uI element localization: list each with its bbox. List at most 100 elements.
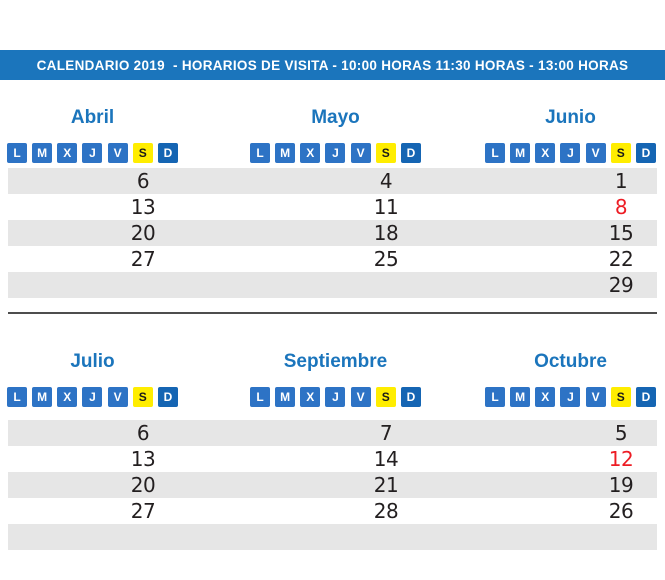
day-tile-thursday: J [325, 387, 346, 407]
calendar-section-bottom: Julio L M X J V S D Septiembre L M X J V… [0, 350, 665, 556]
day-tile-thursday: J [82, 143, 103, 163]
calendar-row: 29 [8, 272, 657, 298]
date-cell: 19 [608, 473, 634, 497]
date-cell: 7 [379, 421, 393, 445]
date-cell: 26 [608, 499, 634, 523]
day-tile-sunday: D [400, 143, 421, 163]
day-tile-tuesday: M [510, 387, 531, 407]
day-tile-thursday: J [560, 143, 581, 163]
day-tile-saturday: S [610, 387, 631, 407]
day-tile-sunday: D [400, 387, 421, 407]
day-tile-sunday: D [635, 387, 656, 407]
dates-grid-bottom: 6 7 5 13 14 12 20 21 19 27 28 26 [8, 420, 657, 550]
date-cell: 5 [614, 421, 628, 445]
date-cell: 6 [136, 421, 150, 445]
day-tile-wednesday: X [57, 387, 78, 407]
day-tile-friday: V [107, 143, 128, 163]
month-title-julio: Julio [70, 351, 115, 372]
day-tile-thursday: J [560, 387, 581, 407]
day-tile-monday: L [485, 387, 505, 407]
month-mayo: Mayo L M X J V S D [250, 106, 421, 163]
day-tile-sunday: D [157, 387, 178, 407]
calendar-row [8, 524, 657, 550]
date-cell: 13 [130, 195, 156, 219]
date-cell: 28 [373, 499, 399, 523]
day-tile-saturday: S [132, 143, 153, 163]
day-tile-sunday: D [635, 143, 656, 163]
month-octubre: Octubre L M X J V S D [485, 350, 656, 407]
day-tile-saturday: S [375, 387, 396, 407]
month-julio: Julio L M X J V S D [7, 350, 178, 407]
day-tile-wednesday: X [535, 387, 556, 407]
date-cell: 12 [608, 447, 634, 471]
date-cell: 27 [130, 499, 156, 523]
date-cell: 6 [136, 169, 150, 193]
day-tile-monday: L [7, 387, 27, 407]
date-cell: 14 [373, 447, 399, 471]
date-cell: 20 [130, 221, 156, 245]
day-tile-tuesday: M [275, 143, 296, 163]
date-cell: 27 [130, 247, 156, 271]
day-tile-tuesday: M [275, 387, 296, 407]
day-header-row-mayo: L M X J V S D [250, 143, 421, 163]
month-abril: Abril L M X J V S D [7, 106, 178, 163]
day-tile-wednesday: X [300, 143, 321, 163]
month-title-abril: Abril [70, 107, 115, 128]
day-tile-wednesday: X [300, 387, 321, 407]
day-tile-friday: V [350, 387, 371, 407]
calendar-row: 27 28 26 [8, 498, 657, 524]
date-cell: 20 [130, 473, 156, 497]
calendar-row: 13 14 12 [8, 446, 657, 472]
day-header-row-abril: L M X J V S D [7, 143, 178, 163]
date-cell: 22 [608, 247, 634, 271]
day-tile-tuesday: M [510, 143, 531, 163]
date-cell: 15 [608, 221, 634, 245]
day-tile-tuesday: M [32, 143, 53, 163]
month-septiembre: Septiembre L M X J V S D [250, 350, 421, 407]
calendar-row: 6 7 5 [8, 420, 657, 446]
banner-title-bar: CALENDARIO 2019 - HORARIOS DE VISITA - 1… [0, 50, 665, 80]
month-title-octubre: Octubre [534, 351, 607, 372]
day-tile-tuesday: M [32, 387, 53, 407]
calendar-section-top: Abril L M X J V S D Mayo L M X J V S D J… [0, 106, 665, 306]
day-tile-wednesday: X [535, 143, 556, 163]
month-junio: Junio L M X J V S D [485, 106, 656, 163]
date-cell: 11 [373, 195, 399, 219]
banner-title: CALENDARIO 2019 - HORARIOS DE VISITA - 1… [36, 57, 629, 73]
date-cell: 25 [373, 247, 399, 271]
day-tile-saturday: S [132, 387, 153, 407]
date-cell: 18 [373, 221, 399, 245]
month-title-septiembre: Septiembre [283, 351, 388, 372]
day-tile-thursday: J [325, 143, 346, 163]
month-title-mayo: Mayo [311, 107, 360, 128]
day-tile-monday: L [250, 143, 270, 163]
day-header-row-julio: L M X J V S D [7, 387, 178, 407]
date-cell: 13 [130, 447, 156, 471]
day-header-row-junio: L M X J V S D [485, 143, 656, 163]
day-tile-monday: L [7, 143, 27, 163]
day-tile-friday: V [350, 143, 371, 163]
day-tile-wednesday: X [57, 143, 78, 163]
day-tile-friday: V [585, 143, 606, 163]
calendar-row: 20 21 19 [8, 472, 657, 498]
section-divider [8, 312, 657, 314]
dates-grid-top: 6 4 1 13 11 8 20 18 15 27 25 22 29 [8, 168, 657, 298]
day-tile-friday: V [585, 387, 606, 407]
calendar-row: 27 25 22 [8, 246, 657, 272]
day-tile-monday: L [250, 387, 270, 407]
day-tile-monday: L [485, 143, 505, 163]
date-cell: 4 [379, 169, 393, 193]
day-header-row-octubre: L M X J V S D [485, 387, 656, 407]
day-tile-sunday: D [157, 143, 178, 163]
date-cell: 21 [373, 473, 399, 497]
date-cell: 29 [608, 273, 634, 297]
date-cell: 8 [614, 195, 628, 219]
date-cell: 1 [614, 169, 628, 193]
day-tile-thursday: J [82, 387, 103, 407]
calendar-row: 6 4 1 [8, 168, 657, 194]
day-tile-saturday: S [610, 143, 631, 163]
day-header-row-septiembre: L M X J V S D [250, 387, 421, 407]
month-title-junio: Junio [545, 107, 596, 128]
calendar-row: 20 18 15 [8, 220, 657, 246]
day-tile-saturday: S [375, 143, 396, 163]
